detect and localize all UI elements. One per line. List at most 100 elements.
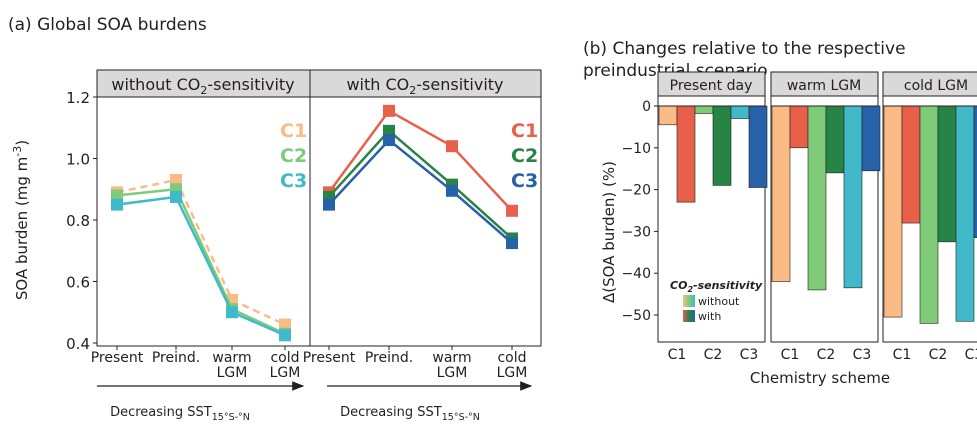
right-x-tick-label: Present	[303, 350, 356, 366]
facet-strip-b-label: Present day	[670, 78, 753, 94]
facet-strip-without-label: without CO2-sensitivity	[111, 75, 294, 97]
without-point-c3	[279, 329, 291, 342]
series-tag-with-c1: C1	[511, 120, 538, 142]
legend-key-without	[683, 295, 695, 307]
facet-strip-b	[882, 71, 977, 97]
without-point-c1	[170, 174, 182, 187]
bar-without-c3	[730, 105, 750, 119]
legend-label-with: with	[698, 310, 721, 323]
x-tick-label-b: C2	[704, 347, 723, 363]
bar-with-c3	[861, 105, 881, 172]
y-tick-label-a: 0.8	[66, 212, 90, 230]
y-tick-label-a: 0.4	[66, 335, 90, 353]
series-tag-with-c2: C2	[511, 145, 538, 167]
bar-without-c2	[807, 105, 827, 291]
with-point-c1	[506, 204, 518, 217]
bar-without-c3	[843, 105, 863, 289]
plot-frame-b	[770, 95, 879, 343]
panel-b-title-line1: (b) Changes relative to the respective	[583, 39, 906, 59]
without-point-c3	[170, 190, 182, 203]
right-x-tick-label: LGM	[497, 365, 528, 381]
y-tick-label-b: −50	[621, 308, 651, 324]
panel-b-y-axis-label: Δ(SOA burden) (%)	[600, 161, 618, 303]
facet-strip-b-label: cold LGM	[904, 78, 968, 94]
bar-with-c1	[789, 105, 809, 149]
bar-with-c3	[748, 105, 768, 188]
y-tick-label-b: −10	[621, 141, 651, 157]
with-point-c1	[446, 140, 458, 153]
without-series-line-c3	[116, 195, 286, 337]
facet-strip-b	[657, 71, 766, 97]
legend-title: CO2-sensitivity	[670, 279, 763, 294]
series-tag-without-c3: C3	[280, 170, 307, 192]
bar-with-c2	[937, 105, 957, 243]
facet-strip-with	[309, 69, 542, 98]
bar-without-c1	[883, 105, 903, 318]
without-series-line-c2	[116, 187, 286, 335]
with-series-line-c1	[327, 109, 513, 212]
right-x-tick-label: LGM	[437, 365, 468, 381]
y-tick-label-a: 1.0	[66, 151, 90, 169]
without-series-line-c1	[116, 178, 286, 326]
facet-strip-b	[770, 71, 879, 97]
plot-frame-with	[309, 96, 542, 347]
bar-with-c2	[825, 105, 845, 174]
left-x-tick-label: cold	[270, 350, 299, 366]
series-tag-without-c1: C1	[280, 120, 307, 142]
left-x-tick-label: warm	[212, 350, 251, 366]
left-x-tick-label: Present	[91, 350, 144, 366]
bar-with-c1	[676, 105, 696, 203]
left-x-tick-label: LGM	[270, 365, 301, 381]
y-tick-label-b: −40	[621, 266, 651, 282]
without-point-c1	[279, 318, 291, 331]
y-tick-label-a: 0.6	[66, 274, 90, 292]
legend-label-without: without	[698, 295, 740, 308]
left-x-tick-label: LGM	[217, 365, 248, 381]
sst-arrow-right-label: Decreasing SST15°S-°N	[340, 405, 480, 423]
left-x-tick-label: Preind.	[152, 350, 200, 366]
y-tick-label-b: −30	[621, 224, 651, 240]
x-tick-label-b: C3	[740, 347, 759, 363]
with-point-c2	[383, 124, 395, 137]
y-tick-label-a: 1.2	[66, 89, 90, 107]
bar-without-c1	[771, 105, 791, 282]
x-tick-label-b: C1	[893, 347, 912, 363]
x-tick-label-b: C1	[781, 347, 800, 363]
x-tick-label-b: C3	[853, 347, 872, 363]
without-point-c2	[111, 189, 123, 202]
legend: CO2-sensitivity without with	[670, 279, 763, 323]
without-point-c3	[226, 306, 238, 319]
x-tick-label-b: C2	[817, 347, 836, 363]
x-tick-label-b: C1	[668, 347, 687, 363]
with-series-line-c2	[328, 129, 513, 240]
sst-arrow-left-label: Decreasing SST15°S-°N	[110, 405, 250, 423]
panel-b-x-axis-label: Chemistry scheme	[750, 369, 890, 387]
with-point-c3	[383, 134, 395, 147]
right-x-tick-label: cold	[497, 350, 526, 366]
panel-a-title: (a) Global SOA burdens	[8, 15, 207, 35]
with-series-line-c3	[328, 138, 513, 245]
with-point-c1	[383, 104, 395, 117]
with-point-c3	[446, 184, 458, 197]
bar-without-c2	[694, 105, 714, 114]
with-point-c3	[323, 198, 335, 211]
plot-frame-b	[882, 95, 977, 343]
bar-with-c3	[973, 105, 977, 238]
panel-a-y-axis-label: SOA burden (mg m-3)	[11, 140, 31, 300]
plot-frame-b	[657, 95, 766, 343]
without-point-c3	[111, 198, 123, 211]
series-tag-with-c3: C3	[511, 170, 538, 192]
bar-without-c1	[658, 105, 678, 126]
y-tick-label-b: −20	[621, 183, 651, 199]
bar-with-c2	[712, 105, 732, 186]
with-point-c3	[506, 237, 518, 250]
bar-without-c3	[955, 105, 975, 322]
bar-without-c2	[919, 105, 939, 324]
plot-frame-without	[96, 96, 311, 347]
facet-strip-without	[96, 69, 311, 98]
x-tick-label-b: C2	[929, 347, 948, 363]
y-tick-label-b: 0	[642, 99, 651, 115]
legend-key-with	[683, 310, 695, 322]
